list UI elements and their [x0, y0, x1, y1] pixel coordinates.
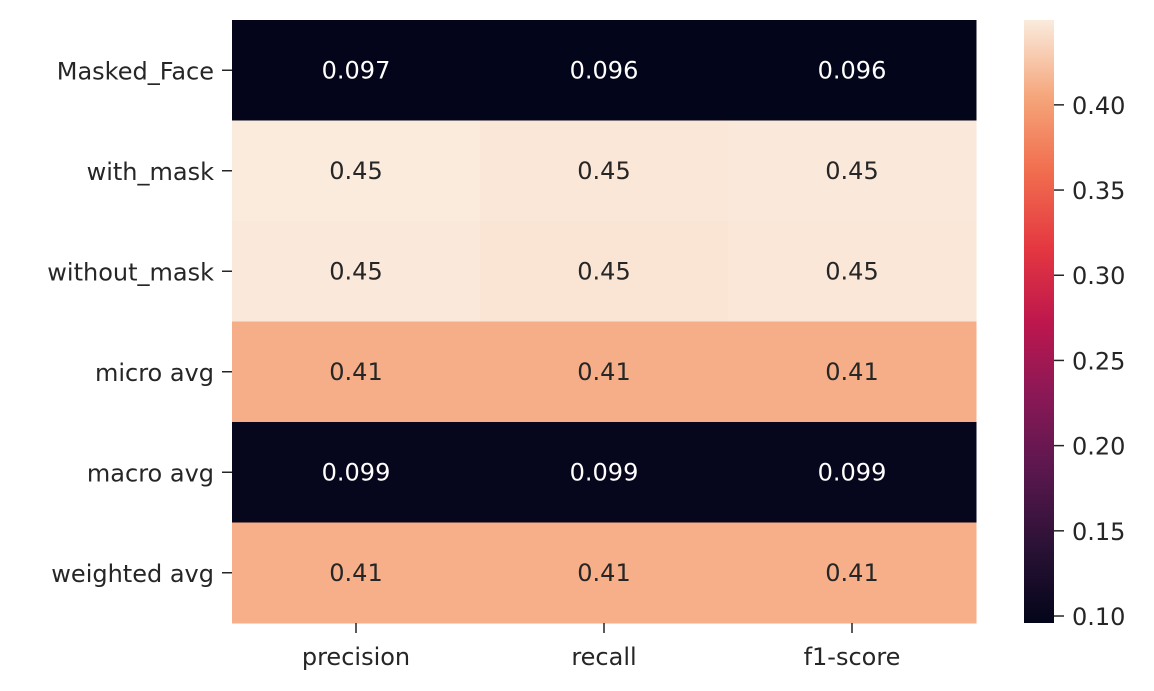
- cell-annotation: 0.45: [825, 257, 878, 285]
- cell-annotation: 0.41: [825, 358, 878, 386]
- heatmap-cell: [232, 120, 481, 222]
- heatmap-cell: [232, 321, 481, 423]
- x-tick-labels: precision recall f1-score: [302, 623, 901, 671]
- x-tick-label: f1-score: [804, 643, 901, 671]
- cell-annotation: 0.45: [825, 157, 878, 185]
- heatmap-cell: [480, 321, 729, 423]
- colorbar-tick-label: 0.35: [1072, 177, 1125, 205]
- x-tick-label: precision: [302, 643, 410, 671]
- cell-annotation: 0.45: [329, 257, 382, 285]
- heatmap-cell: [480, 422, 729, 523]
- heatmap-cell: [728, 522, 977, 624]
- heatmap-cell: [480, 120, 729, 222]
- heatmap-cell: [232, 20, 481, 121]
- colorbar-gradient: [1024, 20, 1054, 623]
- cell-annotation: 0.45: [577, 157, 630, 185]
- heatmap-cell: [480, 221, 729, 322]
- heatmap-cell: [480, 20, 729, 121]
- heatmap-cell: [728, 20, 977, 121]
- cell-annotation: 0.41: [329, 559, 382, 587]
- cell-annotation: 0.41: [825, 559, 878, 587]
- y-tick-label: without_mask: [47, 258, 214, 286]
- heatmap-cell: [232, 221, 481, 322]
- y-tick-label: weighted avg: [51, 560, 214, 588]
- cell-annotation: 0.099: [570, 458, 639, 486]
- cell-annotation: 0.41: [577, 559, 630, 587]
- colorbar-tick-label: 0.15: [1072, 518, 1125, 546]
- colorbar: 0.10 0.15 0.20 0.25 0.30 0.35 0.40: [1024, 20, 1125, 631]
- cell-annotation: 0.41: [577, 358, 630, 386]
- heatmap-cell: [728, 321, 977, 423]
- cell-annotation: 0.097: [322, 56, 391, 84]
- cell-annotation: 0.41: [329, 358, 382, 386]
- cell-annotation: 0.096: [570, 56, 639, 84]
- heatmap-cell: [480, 522, 729, 624]
- y-tick-label: Masked_Face: [57, 57, 214, 85]
- y-tick-label: macro avg: [87, 459, 214, 487]
- colorbar-tick-label: 0.25: [1072, 347, 1125, 375]
- colorbar-tick-label: 0.40: [1072, 92, 1125, 120]
- cell-annotation: 0.45: [577, 257, 630, 285]
- colorbar-tick-label: 0.10: [1072, 603, 1125, 631]
- x-tick-label: recall: [571, 643, 636, 671]
- heatmap-cell: [728, 120, 977, 222]
- cell-annotation: 0.099: [818, 458, 887, 486]
- y-tick-label: with_mask: [87, 158, 215, 186]
- cell-annotation: 0.45: [329, 157, 382, 185]
- heatmap-cell: [728, 221, 977, 322]
- heatmap-cells: 0.097 0.096 0.096 0.45 0.45 0.45 0.45 0.45 0.45 0…: [232, 20, 977, 624]
- cell-annotation: 0.096: [818, 56, 887, 84]
- colorbar-tick-label: 0.30: [1072, 262, 1125, 290]
- heatmap-cell: [232, 422, 481, 523]
- heatmap-cell: [232, 522, 481, 624]
- y-tick-label: micro avg: [95, 359, 214, 387]
- heatmap-cell: [728, 422, 977, 523]
- colorbar-tick-label: 0.20: [1072, 433, 1125, 461]
- cell-annotation: 0.099: [322, 458, 391, 486]
